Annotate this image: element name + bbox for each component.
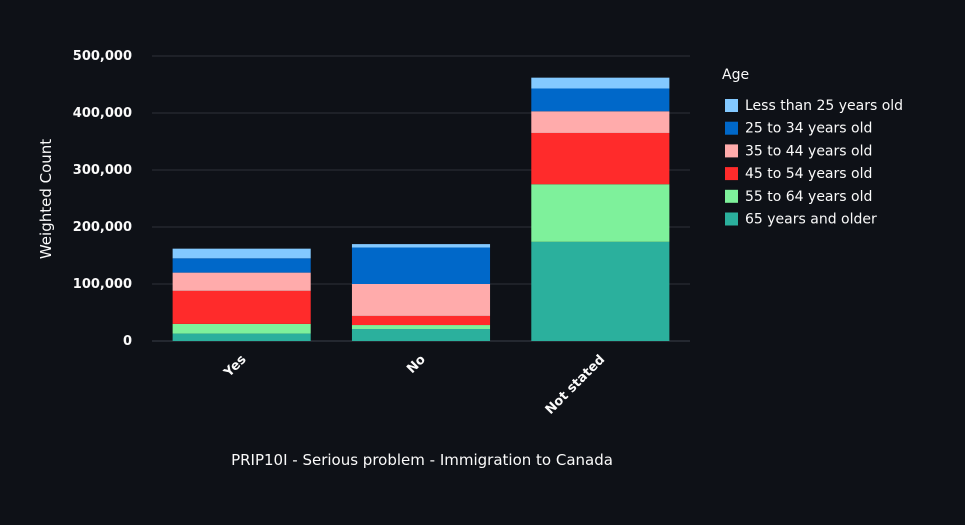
x-axis-ticks: Yes No Not stated (221, 352, 609, 418)
bar-segment (531, 111, 670, 133)
legend-label: 45 to 54 years old (745, 166, 872, 182)
bar-segment (351, 244, 491, 248)
bar-segment (351, 329, 491, 341)
y-axis-ticks: 0 100,000 200,000 300,000 400,000 500,000 (73, 49, 132, 349)
bar-segment (531, 77, 670, 89)
bar-segment (351, 247, 491, 284)
bar-segment (531, 241, 670, 341)
bar-segment (172, 258, 311, 273)
bar-segment (172, 272, 311, 291)
x-axis-title: PRIP10I - Serious problem - Immigration … (231, 451, 613, 469)
legend-label: 55 to 64 years old (745, 189, 872, 205)
x-tick-label: No (404, 352, 429, 377)
y-tick-label: 400,000 (73, 106, 132, 121)
bar-segment (172, 333, 311, 341)
y-tick-label: 500,000 (73, 49, 132, 64)
bars (172, 77, 670, 341)
legend-swatch (725, 212, 738, 226)
bar-segment (531, 184, 670, 242)
legend-swatch (725, 189, 738, 203)
y-tick-label: 300,000 (73, 163, 132, 178)
legend-label: 35 to 44 years old (745, 143, 872, 159)
bar-segment (531, 132, 670, 185)
bar-segment (172, 248, 311, 259)
legend-swatch (725, 144, 738, 158)
bar-segment (172, 323, 311, 334)
legend-label: Less than 25 years old (745, 98, 903, 114)
bar-segment (351, 325, 491, 330)
x-tick-label: Not stated (543, 352, 608, 417)
bar-segment (172, 290, 311, 324)
y-tick-label: 100,000 (73, 277, 132, 292)
legend-title: Age (722, 67, 749, 83)
y-axis-title: Weighted Count (37, 139, 55, 259)
bar-segment (351, 315, 491, 326)
bar-segment (531, 88, 670, 112)
legend-swatch (725, 121, 738, 135)
legend: Age Less than 25 years old 25 to 34 years… (722, 67, 903, 228)
y-tick-label: 0 (123, 334, 132, 349)
legend-label: 25 to 34 years old (745, 121, 872, 137)
legend-swatch (725, 99, 738, 112)
bar-segment (351, 284, 491, 316)
legend-label: 65 years and older (745, 212, 877, 228)
y-tick-label: 200,000 (73, 220, 132, 235)
legend-swatch (725, 167, 738, 181)
x-tick-label: Yes (221, 352, 250, 381)
